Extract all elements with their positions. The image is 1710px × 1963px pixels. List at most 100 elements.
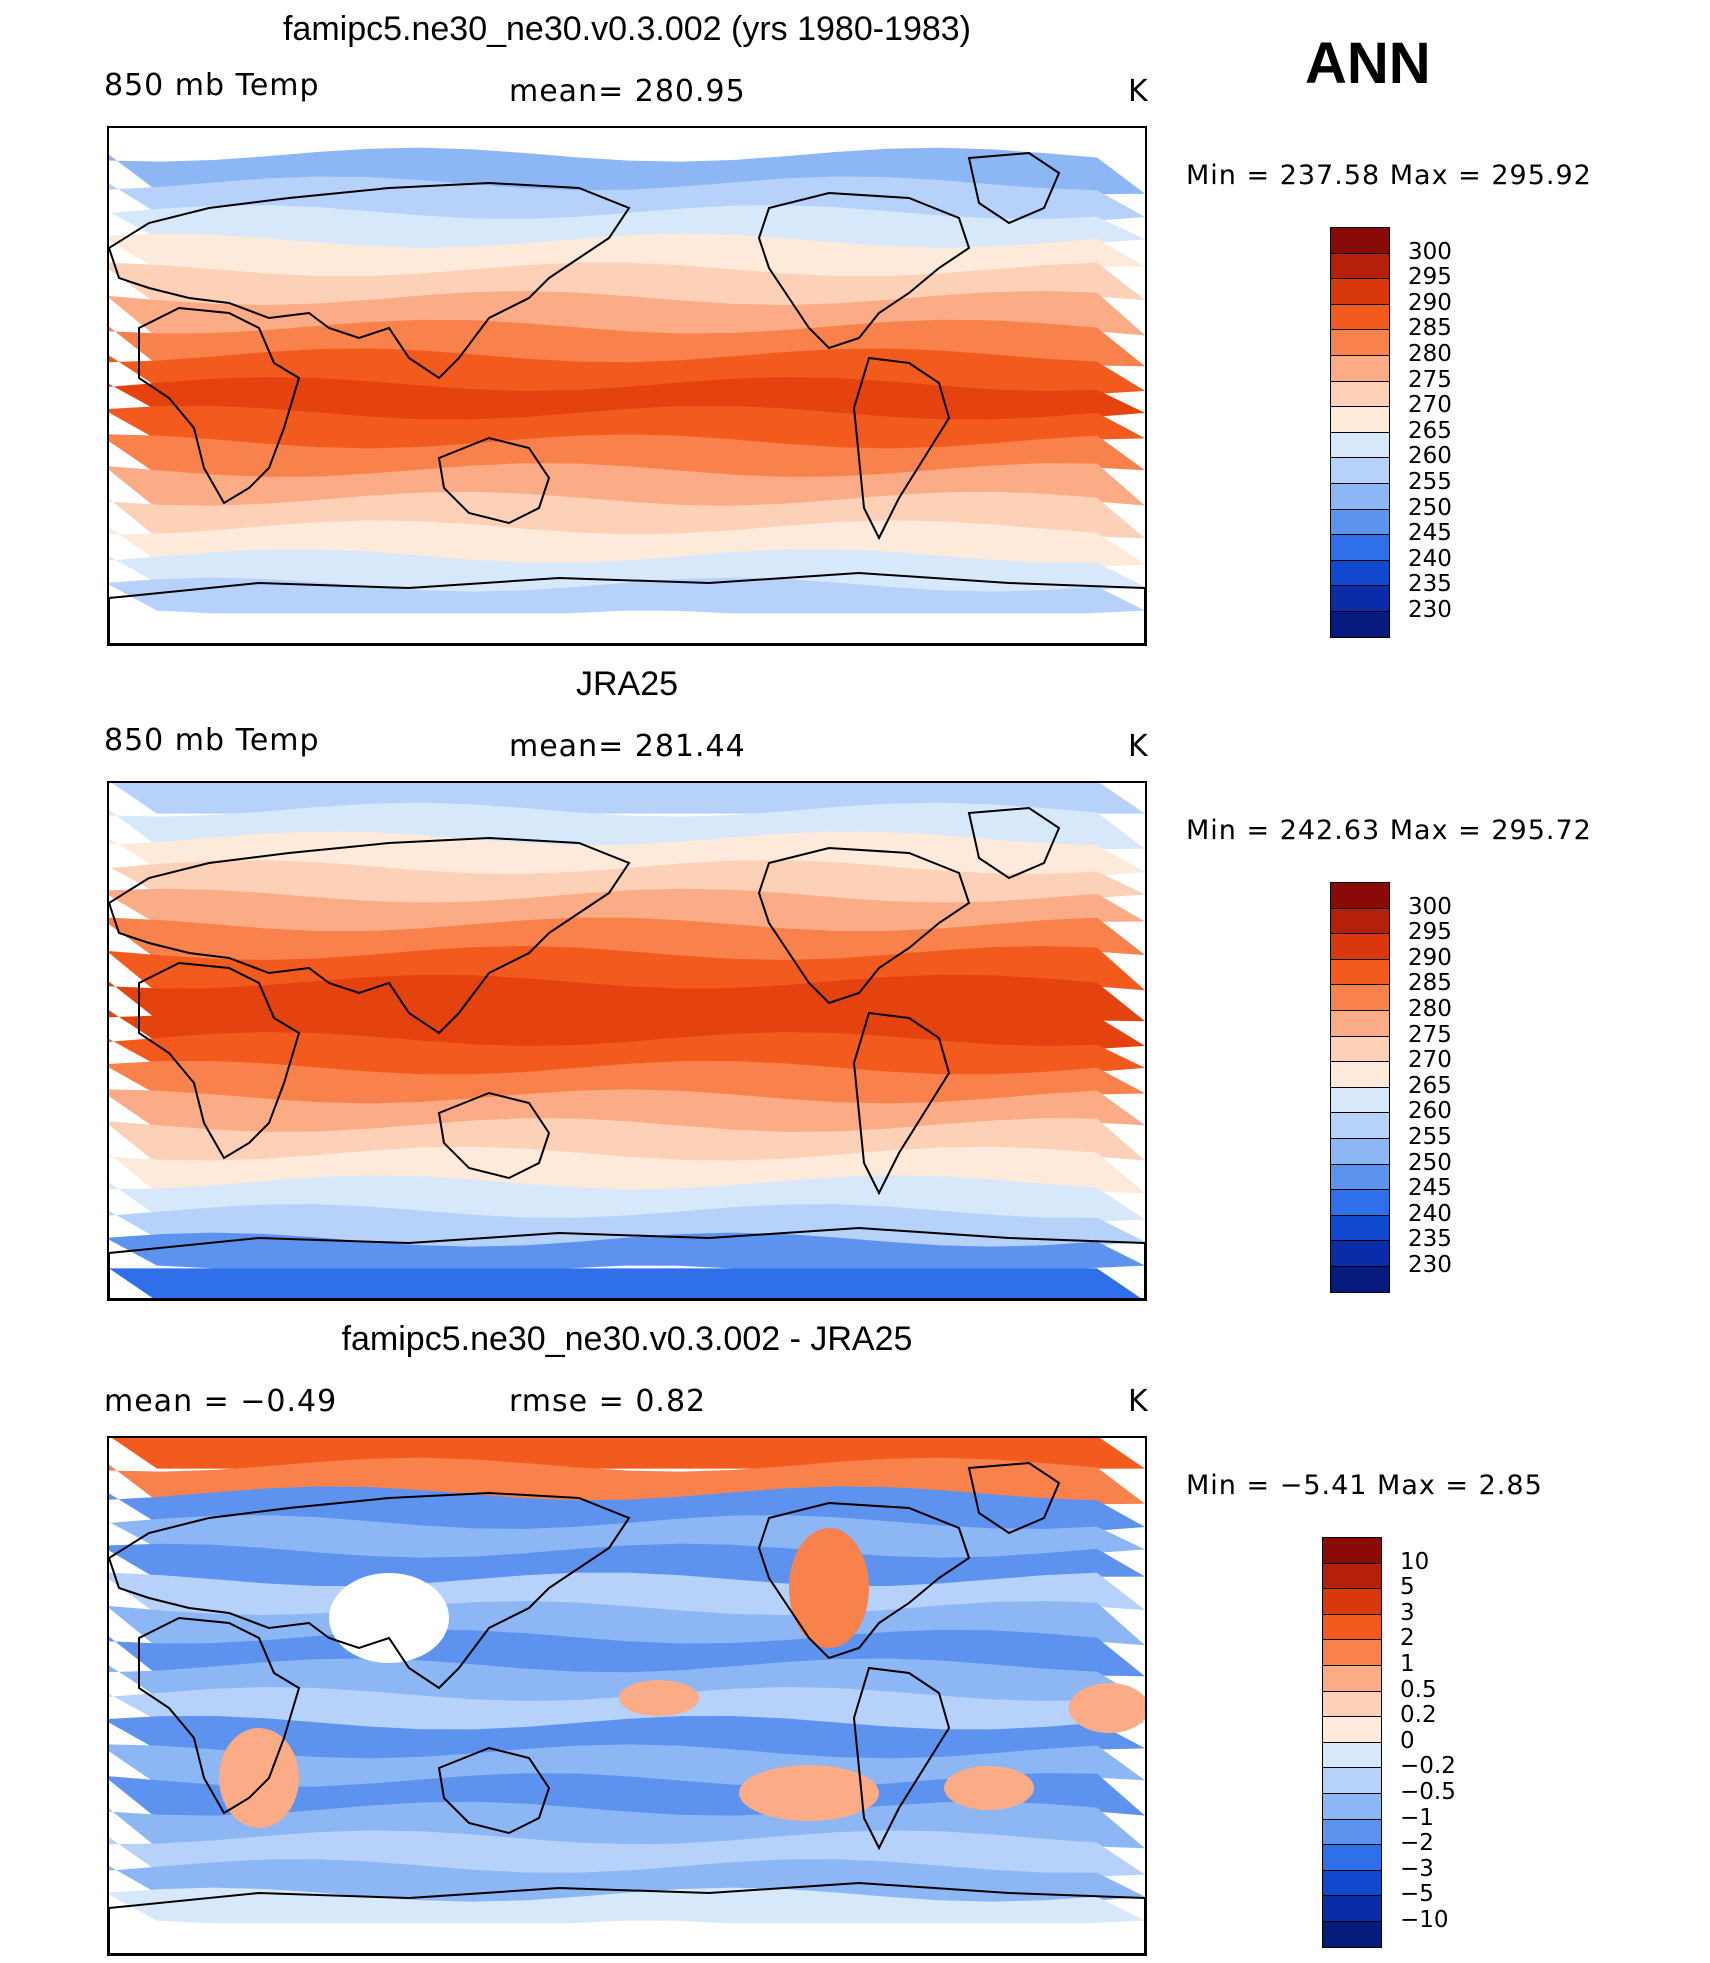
colorbar-swatch bbox=[1330, 1138, 1390, 1165]
temperature-band bbox=[109, 1032, 1145, 1079]
panel-title: famipc5.ne30_ne30.v0.3.002 (yrs 1980-198… bbox=[282, 10, 972, 48]
colorbar-label: 250 bbox=[1408, 494, 1452, 521]
anomaly-region bbox=[219, 1728, 299, 1828]
colorbar-swatch bbox=[1322, 1562, 1382, 1590]
colorbar-label: 10 bbox=[1400, 1548, 1430, 1575]
colorbar-swatch bbox=[1330, 355, 1390, 382]
temperature-band bbox=[109, 233, 1145, 281]
map-panel-obs bbox=[107, 781, 1147, 1301]
variable-label: 850 mb Temp bbox=[104, 68, 320, 103]
colorbar-swatch bbox=[1322, 1613, 1382, 1641]
colorbar-swatch bbox=[1322, 1537, 1382, 1564]
colorbar-swatch bbox=[1330, 1189, 1390, 1216]
colorbar-swatch bbox=[1330, 457, 1390, 484]
colorbar-swatch bbox=[1330, 508, 1390, 536]
colorbar-label: 0.2 bbox=[1400, 1702, 1437, 1729]
temperature-band bbox=[109, 1268, 1143, 1299]
anomaly-region bbox=[329, 1573, 449, 1663]
colorbar-label: 270 bbox=[1408, 1047, 1452, 1074]
colorbar-label: 245 bbox=[1408, 1175, 1452, 1202]
colorbar-swatch bbox=[1322, 1767, 1382, 1794]
colorbar-swatch bbox=[1330, 1112, 1390, 1139]
coastline bbox=[757, 191, 971, 350]
colorbar-label: 260 bbox=[1408, 1098, 1452, 1125]
map-panel-model bbox=[107, 126, 1147, 646]
colorbar-label: 270 bbox=[1408, 392, 1452, 419]
colorbar-swatch bbox=[1330, 227, 1390, 254]
colorbar-swatch bbox=[1322, 1639, 1382, 1666]
anomaly-region bbox=[739, 1765, 879, 1821]
coastline bbox=[437, 436, 551, 525]
anomaly-region bbox=[1069, 1683, 1145, 1733]
coastline bbox=[109, 1881, 1145, 1954]
coastline bbox=[967, 151, 1061, 225]
temperature-band bbox=[109, 549, 1145, 596]
colorbar-label: 255 bbox=[1408, 469, 1452, 495]
colorbar-swatch bbox=[1322, 1921, 1382, 1948]
colorbar-label: 295 bbox=[1408, 919, 1452, 946]
colorbar-label: 285 bbox=[1408, 970, 1452, 997]
temperature-band bbox=[109, 1146, 1145, 1194]
colorbar-label: −2 bbox=[1400, 1830, 1434, 1857]
colorbar-swatch bbox=[1330, 1010, 1390, 1037]
colorbar-label: 230 bbox=[1408, 597, 1452, 623]
panel-title: JRA25 bbox=[575, 665, 679, 703]
temperature-band bbox=[109, 262, 1145, 309]
coastline bbox=[109, 836, 631, 1035]
colorbar-swatch bbox=[1322, 1844, 1382, 1871]
colorbar-label: 300 bbox=[1408, 238, 1452, 265]
colorbar-swatch bbox=[1322, 1716, 1382, 1743]
colorbar-label: −3 bbox=[1400, 1855, 1434, 1882]
units-label: K bbox=[1128, 729, 1149, 764]
coastline bbox=[852, 1666, 951, 1851]
units-label: K bbox=[1128, 74, 1149, 109]
coastline bbox=[967, 806, 1061, 880]
coastline bbox=[437, 1746, 551, 1835]
colorbar-label: 1 bbox=[1400, 1651, 1415, 1677]
temperature-band bbox=[109, 888, 1145, 936]
coastline bbox=[757, 846, 971, 1005]
colorbar-label: −5 bbox=[1400, 1881, 1434, 1908]
colorbar-swatch bbox=[1330, 958, 1390, 986]
temperature-band bbox=[109, 1744, 1145, 1791]
coastline bbox=[109, 181, 631, 380]
temperature-band bbox=[109, 1232, 1145, 1280]
coastline bbox=[852, 356, 951, 541]
colorbar-label: −1 bbox=[1400, 1804, 1434, 1831]
mean-label: mean= 281.44 bbox=[509, 729, 746, 764]
colorbar-swatch bbox=[1330, 329, 1390, 356]
colorbar-label: 0.5 bbox=[1400, 1676, 1437, 1703]
colorbar-swatch bbox=[1330, 483, 1390, 510]
colorbar-swatch bbox=[1322, 1741, 1382, 1769]
temperature-band bbox=[109, 613, 1143, 644]
colorbar-label: 265 bbox=[1408, 1072, 1452, 1099]
colorbar-swatch bbox=[1330, 882, 1390, 909]
colorbar-swatch bbox=[1330, 278, 1390, 305]
temperature-band bbox=[109, 1887, 1145, 1935]
temperature-band bbox=[109, 1859, 1145, 1906]
colorbar-label: 250 bbox=[1408, 1149, 1452, 1176]
colorbar-label: 240 bbox=[1408, 545, 1452, 572]
temperature-band bbox=[109, 377, 1145, 424]
colorbar-swatch bbox=[1330, 1163, 1390, 1191]
season-label: ANN bbox=[1305, 31, 1431, 96]
colorbar-swatch bbox=[1330, 984, 1390, 1011]
temperature-band bbox=[109, 1515, 1145, 1562]
colorbar-label: 275 bbox=[1408, 1021, 1452, 1048]
colorbar-swatch bbox=[1330, 611, 1390, 638]
temperature-band bbox=[109, 577, 1145, 625]
colorbar-label: −0.2 bbox=[1400, 1753, 1456, 1780]
colorbar-label: 255 bbox=[1408, 1124, 1452, 1150]
colorbar-label: 240 bbox=[1408, 1200, 1452, 1227]
colorbar-label: 295 bbox=[1408, 264, 1452, 291]
colorbar-swatch bbox=[1330, 534, 1390, 561]
coastline bbox=[109, 1491, 631, 1690]
rmse-label: rmse = 0.82 bbox=[509, 1384, 707, 1419]
temperature-band bbox=[109, 319, 1145, 367]
colorbar-swatch bbox=[1322, 1665, 1382, 1692]
colorbar-label: 3 bbox=[1400, 1599, 1415, 1626]
colorbar-swatch bbox=[1330, 252, 1390, 280]
colorbar-swatch bbox=[1330, 1061, 1390, 1088]
colorbar-label: 245 bbox=[1408, 520, 1452, 547]
temperature-band bbox=[109, 974, 1145, 1022]
